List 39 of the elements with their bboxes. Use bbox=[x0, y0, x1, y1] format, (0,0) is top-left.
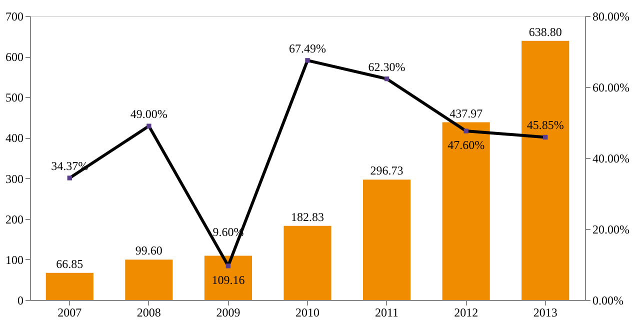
data-label: 99.60 bbox=[135, 244, 162, 258]
bar bbox=[284, 226, 332, 300]
y2-tick-label: 0.00% bbox=[592, 294, 624, 308]
y2-tick-label: 60.00% bbox=[592, 80, 630, 94]
bar bbox=[125, 260, 173, 300]
y-tick-label: 700 bbox=[6, 10, 24, 24]
data-label: 62.30% bbox=[368, 60, 406, 74]
bar bbox=[204, 256, 252, 300]
x-tick-label: 2008 bbox=[136, 306, 161, 320]
data-label: 182.83 bbox=[291, 210, 324, 224]
bar bbox=[442, 122, 490, 300]
x-tick-label: 2007 bbox=[58, 306, 82, 320]
y-tick-label: 600 bbox=[6, 50, 24, 64]
x-tick-label: 2011 bbox=[375, 306, 399, 320]
y-tick-label: 0 bbox=[18, 294, 24, 308]
y-tick-label: 300 bbox=[6, 172, 24, 186]
x-tick-label: 2009 bbox=[216, 306, 240, 320]
data-label: 296.73 bbox=[370, 164, 404, 178]
data-label: 67.49% bbox=[289, 41, 326, 56]
data-label: 66.85 bbox=[56, 256, 84, 271]
y-tick-label: 200 bbox=[6, 212, 24, 226]
data-label: 437.97 bbox=[450, 106, 483, 120]
y-tick-label: 500 bbox=[6, 90, 24, 105]
y-tick-label: 100 bbox=[6, 252, 24, 267]
y2-tick-label: 40.00% bbox=[592, 152, 630, 166]
data-label: 45.85% bbox=[526, 118, 564, 132]
y2-tick-label: 80.00% bbox=[592, 10, 630, 24]
data-label: 49.00% bbox=[130, 107, 168, 122]
x-tick-label: 2013 bbox=[533, 306, 558, 320]
data-label: 638.80 bbox=[528, 24, 562, 39]
x-tick-label: 2010 bbox=[296, 306, 320, 320]
data-label: 47.60% bbox=[448, 138, 485, 152]
y-tick-label: 400 bbox=[6, 131, 24, 146]
data-label: 109.16 bbox=[212, 272, 245, 287]
bar bbox=[363, 180, 411, 300]
x-tick-label: 2012 bbox=[454, 306, 478, 320]
y2-tick-label: 20.00% bbox=[592, 222, 630, 236]
bar bbox=[46, 272, 94, 300]
bar bbox=[522, 40, 570, 300]
